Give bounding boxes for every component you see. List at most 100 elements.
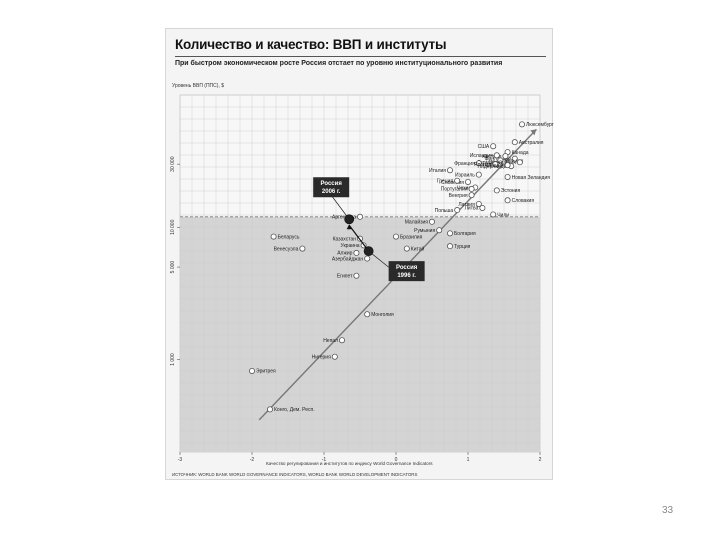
data-label: Монголия (371, 312, 394, 318)
data-label: Украина (341, 243, 360, 249)
callout-line (368, 250, 389, 268)
data-point (492, 161, 499, 168)
data-point (364, 255, 371, 262)
data-label: Исландия (470, 153, 493, 159)
data-label: Малайзия (405, 219, 429, 226)
data-point (454, 177, 461, 184)
data-point (270, 233, 277, 240)
data-point (511, 155, 518, 162)
data-label: Бельгия (504, 158, 523, 164)
russia-callout-year: 1996 г. (397, 273, 416, 279)
data-label: Люксембург (526, 122, 554, 128)
data-label: Австралия (519, 140, 544, 146)
data-point (502, 153, 509, 160)
data-label: Польша (435, 208, 454, 214)
x-tick-label: 2 (539, 457, 542, 463)
trend-arrowhead (530, 129, 537, 136)
data-point (475, 160, 482, 167)
x-tick-label: -3 (178, 457, 183, 463)
data-point (511, 139, 518, 146)
data-label: Германия (478, 160, 501, 166)
data-label: Эстония (501, 188, 521, 194)
data-label: Болгария (454, 231, 476, 237)
data-point (331, 353, 338, 360)
data-point (479, 204, 486, 211)
y-tick-label: 1 000 (170, 353, 176, 366)
data-point (403, 245, 410, 252)
data-label: Италия (429, 168, 446, 174)
data-point (356, 213, 363, 220)
data-point (497, 157, 504, 164)
chart-title: Количество и качество: ВВП и институты (175, 37, 447, 52)
data-point (446, 230, 453, 237)
data-label: Эритрея (256, 369, 276, 375)
data-point (504, 162, 511, 169)
data-label: Беларусь (278, 234, 300, 240)
data-label: Нидерланды (478, 164, 508, 170)
data-point (468, 185, 475, 192)
y-tick-label: 30 000 (170, 156, 176, 172)
data-label: Швеция (485, 163, 504, 169)
data-point (475, 171, 482, 178)
data-label: Литва (465, 206, 479, 212)
russia-callout-year: 2006 г. (322, 189, 341, 195)
data-point (446, 167, 453, 174)
data-point (428, 218, 435, 225)
data-label: Непал (323, 338, 338, 344)
x-axis-label: Качество регулирования и институтов по и… (266, 461, 433, 466)
russia-callout-label: Россия (396, 265, 418, 271)
data-point (392, 233, 399, 240)
y-tick-label: 10 000 (170, 219, 176, 235)
data-label: Бразилия (400, 234, 423, 240)
y-tick-label: 5 000 (170, 261, 176, 274)
data-label: Новая Зеландия (512, 175, 551, 181)
data-label: Франция (454, 161, 475, 167)
data-label: США (478, 144, 490, 150)
data-label: Швейцария (489, 159, 516, 166)
data-label: Словакия (512, 198, 535, 204)
data-point (364, 311, 371, 318)
russia-trajectory (348, 224, 370, 252)
data-point (475, 200, 482, 207)
x-tick-label: 0 (395, 457, 398, 463)
x-tick-label: 1 (467, 457, 470, 463)
russia-arrowhead (346, 224, 352, 230)
russia-callout-label: Россия (321, 181, 343, 187)
x-tick-label: -2 (250, 457, 255, 463)
data-point (516, 159, 523, 166)
data-point (446, 243, 453, 250)
data-label: Конго, Дем. Респ. (274, 407, 315, 413)
data-label: Израиль (455, 172, 475, 178)
data-label: Турция (454, 244, 471, 250)
data-label: Аргентина (332, 215, 356, 221)
data-point (436, 227, 443, 234)
data-label: Латвия (458, 202, 475, 208)
data-label: Япония (474, 162, 492, 168)
data-label: Чили (497, 212, 509, 218)
callout-line (330, 195, 350, 220)
data-point (266, 406, 273, 413)
data-point (504, 197, 511, 204)
data-point (464, 178, 471, 185)
page-number: 33 (662, 505, 674, 516)
y-axis-label: Уровень ВВП (ППС), $ (172, 83, 224, 89)
data-point (338, 337, 345, 344)
data-point (353, 249, 360, 256)
data-point (248, 367, 255, 374)
data-point (493, 187, 500, 194)
title-rule (175, 56, 546, 57)
data-label: Греция (437, 178, 454, 184)
data-label: Нигерия (312, 355, 331, 361)
data-label: Венгрия (449, 193, 468, 199)
data-point (504, 173, 511, 180)
chart-subtitle: При быстром экономическом росте Россия о… (175, 60, 503, 67)
data-point (454, 207, 461, 214)
data-label: Алжир (337, 251, 352, 257)
data-label: Португалия (441, 187, 468, 193)
data-label: Египет (337, 274, 353, 280)
data-label: Чехия (457, 185, 471, 191)
x-tick-label: -1 (322, 457, 327, 463)
russia-callout-box (388, 261, 425, 282)
